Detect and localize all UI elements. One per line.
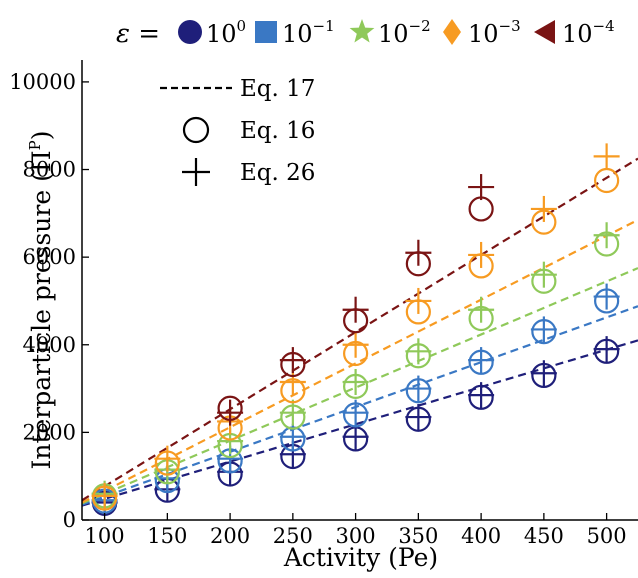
- x-tick-label-150: 150: [147, 524, 187, 548]
- x-tick-label-350: 350: [398, 524, 438, 548]
- legend-epsilon-label-0: 100: [206, 17, 246, 48]
- plot-marks: [82, 143, 638, 516]
- point-eq26-series-1-350: [405, 375, 432, 402]
- point-eq26-series-0-300: [342, 423, 369, 450]
- point-eq26-series-3-400: [468, 241, 495, 268]
- y-axis-title: Interparticle pressure (ΠP): [26, 130, 56, 469]
- y-axis-title-main: Interparticle pressure (Π: [27, 150, 56, 469]
- legend-epsilon-entry-2: 10−2: [349, 17, 431, 48]
- point-eq26-series-4-350: [405, 239, 432, 266]
- legend-epsilon-entry-1: 10−1: [255, 17, 335, 48]
- point-eq26-series-2-500: [593, 222, 620, 249]
- legend-marker-square: [255, 21, 277, 43]
- y-axis-title-sup: P: [26, 140, 44, 150]
- legend-epsilon-label-2: 10−2: [378, 17, 431, 48]
- legend-epsilon-base: 10: [468, 20, 499, 48]
- point-eq26-series-3-300: [342, 331, 369, 358]
- y-tick-label-4000: 4000: [23, 333, 76, 357]
- point-eq26-series-0-350: [405, 404, 432, 431]
- legend-epsilon-label-1: 10−1: [282, 17, 335, 48]
- legend-method-entry-1: Eq. 16: [182, 116, 315, 144]
- point-eq26-series-4-200: [217, 399, 244, 426]
- point-eq26-series-3-150: [154, 445, 181, 472]
- legend-epsilon-prefix: ε =: [116, 19, 160, 49]
- legend-marker-star: [349, 19, 375, 43]
- legend-epsilon-exponent: −1: [313, 17, 335, 35]
- point-eq16-series-3-500: [594, 167, 620, 194]
- x-tick-label-100: 100: [85, 524, 125, 548]
- point-eq26-series-3-500: [593, 143, 620, 170]
- y-tick-label-8000: 8000: [23, 158, 76, 182]
- point-eq26-series-2-250: [279, 399, 306, 426]
- y-axis-title-close: ): [27, 130, 56, 140]
- x-axis-title: Activity (Pe): [283, 543, 438, 572]
- y-tick-label-10000: 10000: [9, 70, 76, 94]
- legend-method-label-1: Eq. 16: [240, 118, 315, 144]
- point-eq16-series-4-400: [468, 196, 494, 222]
- point-eq26-series-1-300: [342, 399, 369, 426]
- legend-method-entry-0: Eq. 17: [160, 76, 315, 102]
- plot-area: [82, 143, 638, 516]
- fit-line-eq17-series-2: [82, 267, 638, 505]
- legend-epsilon-entry-3: 10−3: [443, 17, 521, 48]
- x-tick-label-400: 400: [461, 524, 501, 548]
- y-tick-label-6000: 6000: [23, 245, 76, 269]
- legend-epsilon-exponent: −4: [593, 17, 615, 35]
- legend-epsilon-base: 10: [282, 20, 313, 48]
- point-eq26-series-2-450: [530, 261, 557, 288]
- legend-epsilon: ε = 100 10−1 10−2 10−3 10−4: [116, 17, 615, 49]
- legend-method-entry-2: Eq. 26: [182, 158, 315, 186]
- point-eq26-series-1-500: [593, 283, 620, 310]
- legend-epsilon-entry-4: 10−4: [534, 17, 615, 48]
- point-eq26-series-1-450: [530, 316, 557, 343]
- point-eq26-series-2-300: [342, 369, 369, 395]
- x-tick-label-500: 500: [587, 524, 627, 548]
- fit-line-eq17-series-4: [82, 157, 638, 502]
- point-eq26-series-1-400: [468, 347, 495, 374]
- legend-epsilon-exponent: 0: [237, 17, 247, 35]
- point-eq26-series-3-100: [91, 482, 118, 509]
- legend-open-circle: [182, 116, 210, 144]
- y-tick-label-0: 0: [63, 508, 76, 532]
- point-eq26-series-2-400: [468, 296, 495, 323]
- x-tick-label-250: 250: [273, 524, 313, 548]
- legend-epsilon-base: 10: [378, 20, 409, 48]
- point-eq26-series-0-400: [468, 382, 495, 409]
- x-tick-label-450: 450: [524, 524, 564, 548]
- point-eq26-series-0-450: [530, 360, 557, 387]
- point-eq26-series-0-500: [593, 336, 620, 363]
- point-eq26-series-4-300: [342, 296, 369, 323]
- legend-methods: Eq. 17 Eq. 16 Eq. 26: [160, 76, 315, 186]
- legend-marker-triangle-left: [534, 20, 555, 44]
- legend-marker-diamond: [443, 19, 461, 45]
- point-eq26-series-3-450: [530, 195, 557, 222]
- axes: 100 150 200 250 300 350 400 450 500 0 2000 4000 6000…: [9, 60, 638, 548]
- point-eq26-series-3-350: [405, 287, 432, 314]
- point-eq26-series-4-250: [279, 347, 306, 374]
- legend-epsilon-entry-0: 100: [178, 17, 246, 48]
- point-eq26-series-4-400: [468, 174, 495, 201]
- legend-epsilon-base: 10: [562, 20, 593, 48]
- x-tick-label-300: 300: [336, 524, 376, 548]
- legend-method-label-0: Eq. 17: [240, 76, 315, 102]
- legend-epsilon-exponent: −3: [499, 17, 521, 35]
- legend-epsilon-exponent: −2: [409, 17, 431, 35]
- legend-epsilon-base: 10: [206, 20, 237, 48]
- legend-epsilon-label-4: 10−4: [562, 17, 615, 48]
- point-eq26-series-3-250: [279, 369, 306, 395]
- legend-method-label-2: Eq. 26: [240, 160, 315, 186]
- legend-marker-circle: [178, 20, 202, 44]
- x-tick-label-200: 200: [210, 524, 250, 548]
- y-tick-label-2000: 2000: [23, 420, 76, 444]
- legend-epsilon-label-3: 10−3: [468, 17, 521, 48]
- point-eq26-series-2-350: [405, 338, 432, 365]
